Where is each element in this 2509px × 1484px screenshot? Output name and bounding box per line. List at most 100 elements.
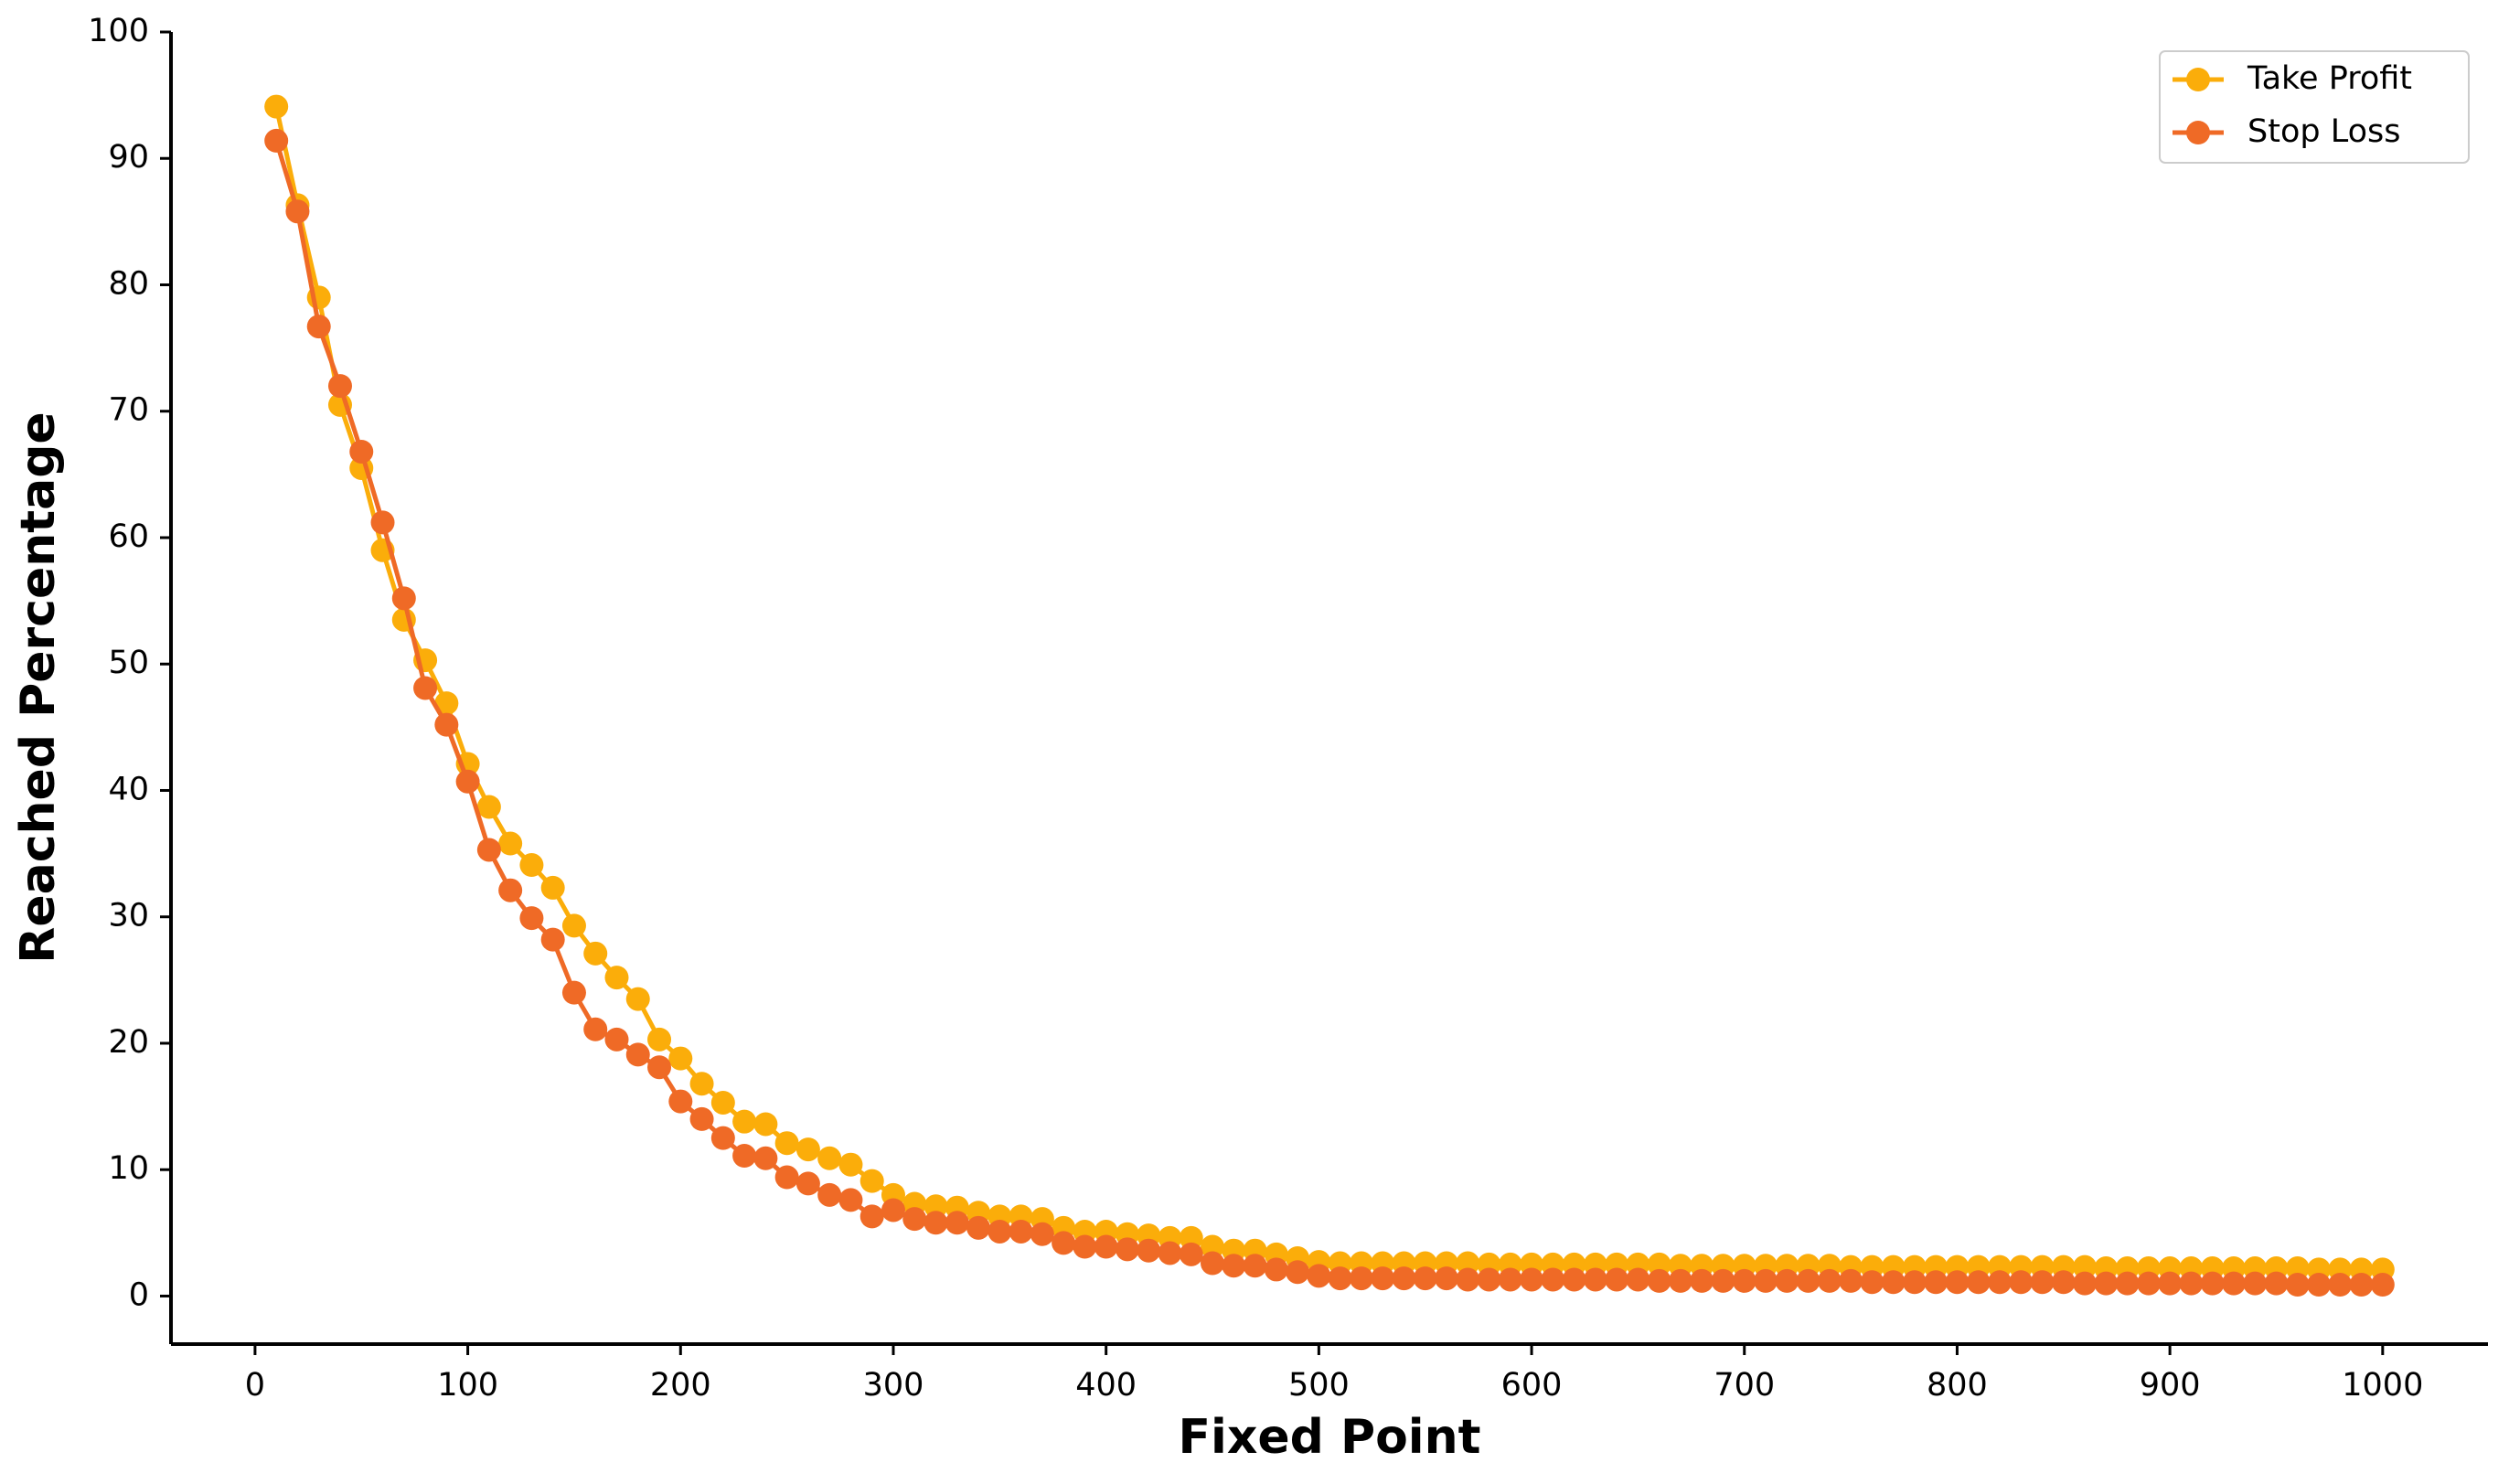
point — [476, 795, 501, 819]
point — [1520, 1267, 1544, 1292]
point — [1371, 1266, 1395, 1291]
point — [519, 906, 544, 931]
y-tick-label: 90 — [108, 139, 149, 176]
point — [924, 1211, 948, 1235]
point — [1732, 1268, 1756, 1293]
point — [540, 927, 565, 952]
point — [2370, 1273, 2395, 1297]
point — [753, 1112, 778, 1137]
point — [498, 831, 523, 856]
point — [774, 1131, 799, 1156]
point — [1966, 1270, 1991, 1295]
point — [710, 1126, 735, 1150]
point — [306, 315, 331, 339]
point — [1902, 1270, 1927, 1295]
x-tick-label: 200 — [650, 1367, 711, 1404]
point — [2136, 1271, 2161, 1296]
point — [349, 439, 374, 464]
x-tick-label: 0 — [245, 1367, 265, 1404]
point — [1626, 1267, 1650, 1292]
point — [2264, 1271, 2289, 1296]
point — [1328, 1266, 1352, 1291]
point — [668, 1089, 693, 1114]
x-tick-label: 100 — [437, 1367, 498, 1404]
point — [1754, 1268, 1778, 1293]
point — [1817, 1268, 1842, 1293]
point — [1115, 1237, 1139, 1262]
point — [859, 1204, 884, 1229]
point — [1434, 1266, 1458, 1291]
point — [2243, 1271, 2268, 1296]
point — [327, 374, 352, 399]
point — [1201, 1251, 1225, 1276]
point — [966, 1215, 991, 1240]
point — [561, 980, 586, 1005]
legend-marker — [2186, 68, 2210, 91]
point — [1307, 1264, 1331, 1288]
point — [1243, 1254, 1267, 1278]
y-axis-label: Reached Percentage — [11, 411, 66, 963]
x-tick-label: 700 — [1714, 1367, 1775, 1404]
point — [1562, 1267, 1586, 1292]
x-tick-label: 900 — [2140, 1367, 2201, 1404]
point — [774, 1165, 799, 1190]
point — [1987, 1270, 2012, 1295]
point — [1052, 1231, 1076, 1255]
point — [1286, 1260, 1310, 1285]
point — [1009, 1219, 1033, 1244]
point — [817, 1182, 842, 1207]
x-tick-label: 500 — [1288, 1367, 1350, 1404]
x-tick-label: 400 — [1075, 1367, 1137, 1404]
point — [2200, 1271, 2225, 1296]
y-tick-label: 60 — [108, 518, 149, 555]
point — [413, 676, 438, 700]
point — [1775, 1268, 1799, 1293]
point — [1413, 1266, 1437, 1291]
y-tick-label: 100 — [88, 13, 149, 49]
series-line — [273, 140, 2383, 1287]
point — [689, 1106, 714, 1131]
point — [2030, 1270, 2055, 1295]
point — [1605, 1267, 1629, 1292]
point — [902, 1207, 927, 1232]
point — [2073, 1271, 2098, 1296]
point — [434, 691, 459, 716]
x-tick-label: 300 — [863, 1367, 924, 1404]
point — [2073, 1254, 2098, 1279]
point — [838, 1188, 863, 1212]
point — [625, 987, 650, 1011]
point — [1477, 1267, 1501, 1292]
point — [1647, 1252, 1671, 1276]
point — [1073, 1234, 1097, 1259]
legend-label: Stop Loss — [2247, 113, 2400, 150]
point — [1456, 1251, 1480, 1276]
point — [689, 1072, 714, 1096]
point — [2179, 1271, 2204, 1296]
point — [838, 1152, 863, 1177]
point — [625, 1042, 650, 1067]
point — [1094, 1234, 1118, 1259]
y-tick-label: 30 — [108, 898, 149, 934]
point — [583, 1017, 608, 1041]
point — [924, 1194, 948, 1219]
point — [1711, 1268, 1735, 1293]
point — [2158, 1271, 2183, 1296]
point — [1498, 1267, 1522, 1292]
point — [881, 1198, 905, 1222]
point — [647, 1055, 672, 1080]
point — [540, 875, 565, 900]
point — [498, 878, 523, 902]
point — [370, 510, 395, 535]
y-tick-label: 20 — [108, 1024, 149, 1061]
y-tick-label: 80 — [108, 265, 149, 302]
point — [945, 1211, 969, 1235]
point — [604, 966, 629, 990]
point — [1201, 1234, 1225, 1259]
point — [1541, 1267, 1565, 1292]
point — [1179, 1225, 1203, 1250]
y-tick-label: 70 — [108, 392, 149, 429]
legend-marker — [2186, 121, 2210, 144]
point — [2115, 1271, 2140, 1296]
point — [1349, 1266, 1373, 1291]
series-line — [273, 106, 2383, 1272]
